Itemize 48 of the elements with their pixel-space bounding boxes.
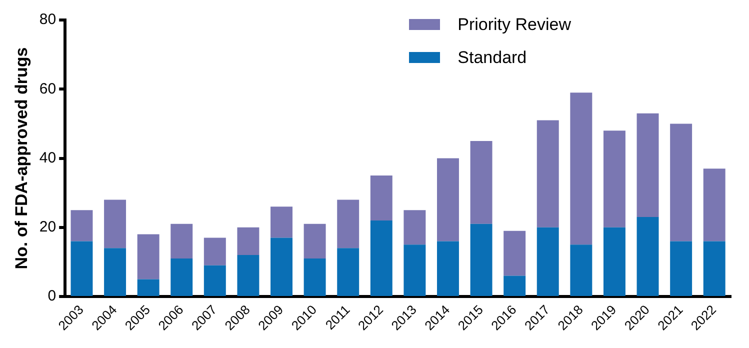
y-tick-label: 40 [39, 149, 56, 166]
bar [237, 227, 260, 256]
bar [470, 140, 492, 224]
bar [404, 210, 426, 245]
bar [703, 241, 726, 296]
bar [304, 224, 326, 258]
bar [670, 241, 692, 296]
bar [104, 200, 126, 248]
bar [137, 279, 160, 296]
bar [370, 176, 392, 220]
bar [170, 224, 193, 258]
bar [570, 244, 592, 296]
bar [337, 248, 360, 296]
y-tick-label: 60 [39, 80, 56, 98]
bar [536, 120, 559, 228]
bar [70, 210, 93, 242]
legend-label: Priority Review [458, 14, 571, 34]
bar [137, 234, 160, 280]
bar [404, 244, 426, 296]
bar [437, 241, 459, 296]
bar [504, 230, 526, 276]
bar [437, 158, 459, 242]
bar [603, 130, 626, 228]
bar [670, 124, 692, 242]
bar [337, 200, 360, 248]
bar [603, 227, 626, 296]
y-axis-title: No. of FDA-approved drugs [12, 47, 31, 270]
bar [170, 258, 193, 296]
bar [636, 217, 659, 296]
bar [204, 265, 226, 296]
bar [304, 258, 326, 296]
bar [104, 248, 126, 296]
bar [703, 168, 726, 242]
bar [70, 241, 93, 296]
bar [504, 276, 526, 296]
bar [470, 224, 492, 296]
bar [570, 92, 592, 245]
bar [270, 238, 292, 296]
bar [237, 255, 260, 296]
bar [536, 227, 559, 296]
y-tick-label: 0 [48, 288, 56, 305]
y-tick-label: 80 [39, 11, 56, 28]
bar [204, 238, 226, 266]
bar [370, 220, 392, 296]
legend-label: Standard [458, 48, 527, 68]
bar [270, 206, 292, 238]
y-tick-label: 20 [39, 218, 56, 236]
bar [636, 113, 659, 218]
